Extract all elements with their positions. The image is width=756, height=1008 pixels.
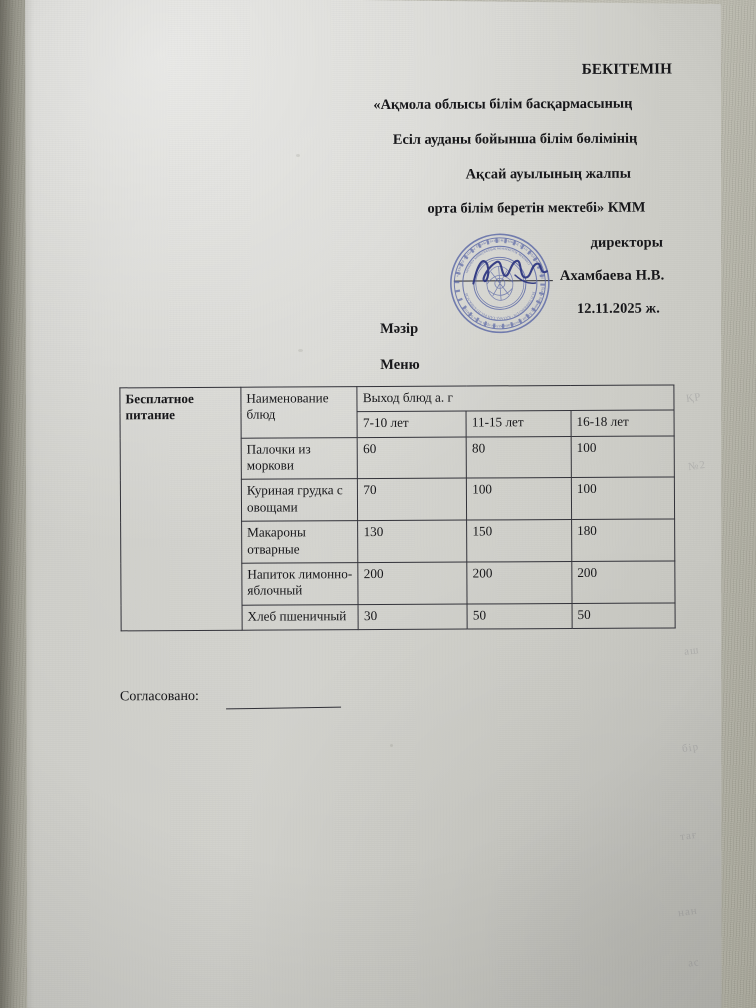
cell-value: 80 [466,436,572,479]
cell-dish: Хлеб пшеничный [241,604,359,631]
paper-speck [298,349,303,352]
approval-heading: БЕКІТЕМІН [581,60,673,78]
cell-age-16-18: 16-18 лет [570,410,675,437]
cell-value: 200 [571,560,676,604]
cell-value: 100 [571,435,675,478]
official-stamp: «Ақмола облысы білім басқармасының Есіл … [444,228,556,340]
cell-dish-name-header: Наименование блюд [240,386,358,438]
cell-yield-header: Выход блюд а. г [357,384,675,412]
table-header-row: Бесплатное питание Наименование блюд Вых… [119,384,675,631]
cell-age-11-15: 11-15 лет [466,410,572,437]
cell-value: 30 [358,603,468,630]
cell-free-meals: Бесплатное питание [119,387,243,631]
agreed-blank-line [226,706,342,710]
cell-value: 200 [467,561,572,604]
cell-dish: Напиток лимонно-яблочный [241,562,359,605]
organization-line-4: орта білім беретін мектебі» КММ [427,199,646,217]
menu-title-ru: Меню [380,356,420,373]
cell-value: 60 [357,436,467,480]
cell-dish: Палочки из моркови [241,437,358,480]
cell-dish: Куриная грудка с овощами [241,479,359,522]
organization-line-3: Ақсай ауылының жалпы [465,165,631,183]
cell-value: 50 [571,602,676,629]
menu-table: Бесплатное питание Наименование блюд Вых… [119,384,676,631]
director-position: директоры [590,234,664,251]
cell-value: 100 [466,477,572,521]
paper-left-edge-shadow [0,0,34,1008]
cell-age-7-10: 7-10 лет [357,411,467,438]
cell-value: 130 [358,520,468,563]
director-name: Ахамбаева Н.В. [559,267,665,285]
paper-speck [390,744,393,747]
paper-speck [296,154,300,157]
cell-value: 180 [571,519,675,562]
organization-line-1: «Ақмола облысы білім басқармасының [373,95,633,114]
organization-line-2: Есіл ауданы бойынша білім бөлімінің [392,130,638,148]
approval-date: 12.11.2025 ж. [576,300,660,317]
handwritten-signature [468,249,556,294]
cell-dish: Макароны отварные [241,520,359,564]
cell-value: 200 [358,561,468,605]
agreed-label: Согласовано: [119,688,199,705]
cell-value: 100 [571,477,675,520]
cell-value: 70 [357,478,467,521]
menu-title-kk: Мәзір [380,320,419,337]
cell-value: 150 [466,519,572,562]
cell-value: 50 [467,603,573,629]
